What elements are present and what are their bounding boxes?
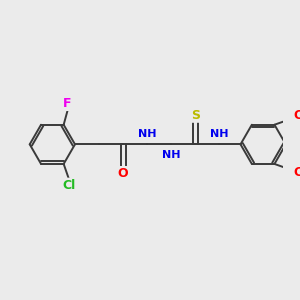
Text: O: O	[118, 167, 128, 180]
Text: F: F	[63, 97, 72, 110]
Text: NH: NH	[162, 150, 180, 160]
Text: Cl: Cl	[63, 179, 76, 192]
Text: S: S	[191, 109, 200, 122]
Text: O: O	[293, 167, 300, 179]
Text: NH: NH	[138, 129, 156, 139]
Text: NH: NH	[210, 129, 229, 139]
Text: O: O	[293, 109, 300, 122]
